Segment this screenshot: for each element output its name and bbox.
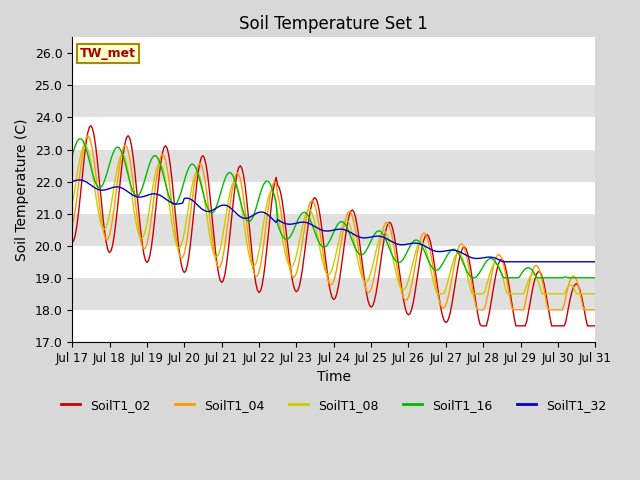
Bar <box>72 310 595 342</box>
Bar <box>72 181 595 214</box>
X-axis label: Time: Time <box>317 370 351 384</box>
Bar <box>72 214 595 246</box>
Bar <box>72 37 595 53</box>
Bar <box>72 246 595 278</box>
Bar <box>72 150 595 181</box>
Bar <box>72 118 595 150</box>
Legend: SoilT1_02, SoilT1_04, SoilT1_08, SoilT1_16, SoilT1_32: SoilT1_02, SoilT1_04, SoilT1_08, SoilT1_… <box>56 394 611 417</box>
Bar <box>72 53 595 85</box>
Bar <box>72 21 595 53</box>
Bar <box>72 278 595 310</box>
Y-axis label: Soil Temperature (C): Soil Temperature (C) <box>15 119 29 261</box>
Bar <box>72 85 595 118</box>
Text: TW_met: TW_met <box>80 47 136 60</box>
Title: Soil Temperature Set 1: Soil Temperature Set 1 <box>239 15 428 33</box>
